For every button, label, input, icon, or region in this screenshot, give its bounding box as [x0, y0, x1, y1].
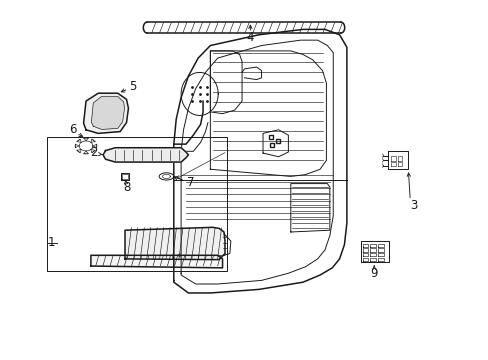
Polygon shape: [125, 227, 224, 260]
Text: 4: 4: [246, 31, 254, 44]
Text: 9: 9: [370, 267, 377, 280]
Polygon shape: [103, 148, 188, 162]
Polygon shape: [91, 96, 124, 130]
Polygon shape: [91, 255, 222, 268]
Polygon shape: [83, 93, 128, 134]
Text: 2: 2: [90, 145, 98, 158]
Text: 7: 7: [187, 176, 194, 189]
Text: 3: 3: [409, 199, 417, 212]
Text: 1: 1: [48, 236, 56, 249]
Text: 6: 6: [69, 123, 77, 136]
Text: 8: 8: [122, 181, 130, 194]
Text: 5: 5: [128, 80, 136, 93]
